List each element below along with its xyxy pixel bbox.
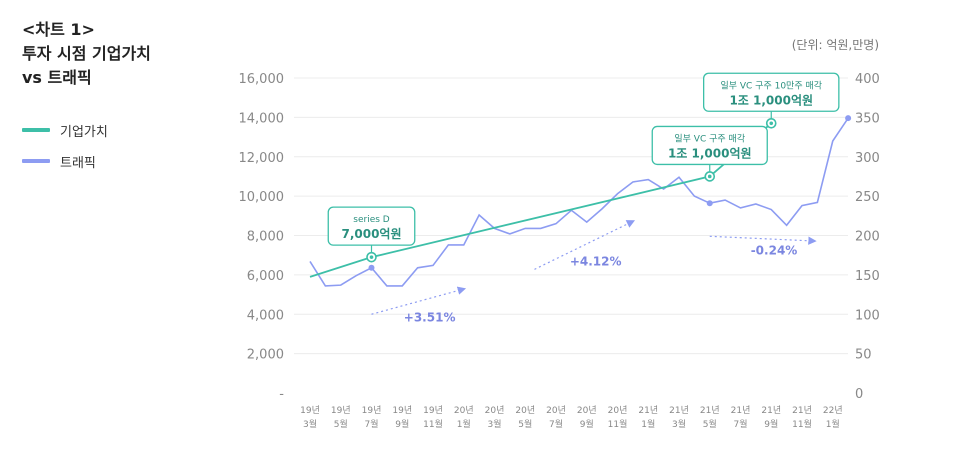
x-tick-label-month: 9월 [580, 418, 594, 430]
x-tick-label-month: 3월 [303, 418, 317, 430]
right-axis-tick-label: 350 [855, 111, 880, 126]
right-axis-tick-label: 200 [855, 230, 880, 245]
legend-swatch-traffic [22, 159, 50, 163]
right-axis-tick-label: 400 [855, 72, 880, 87]
x-tick-label-year: 20년 [515, 405, 535, 416]
callout-label: 일부 VC 구주 매각 [674, 132, 745, 144]
x-tick-label-month: 9월 [764, 418, 778, 430]
left-axis-tick-label: 12,000 [239, 151, 285, 166]
x-tick-label-year: 21년 [731, 405, 751, 416]
x-tick-label-year: 19년 [423, 405, 443, 416]
trend-label: +4.12% [570, 254, 622, 268]
chart-title: <차트 1> 투자 시점 기업가치 vs 트래픽 [22, 18, 212, 90]
x-tick-label-year: 21년 [792, 405, 812, 416]
left-axis-tick-label: 6,000 [247, 269, 284, 284]
callout-box [703, 72, 840, 112]
legend-label-valuation: 기업가치 [60, 124, 108, 140]
left-axis-tick-label: - [279, 387, 284, 402]
x-tick-label-year: 20년 [608, 405, 628, 416]
x-tick-label-year: 20년 [577, 405, 597, 416]
legend-item-valuation: 기업가치 [22, 120, 108, 140]
x-tick-label-month: 7월 [549, 418, 563, 430]
x-tick-label-year: 21년 [700, 405, 720, 416]
right-axis-tick-label: 300 [855, 151, 880, 166]
x-tick-label-month: 7월 [364, 418, 378, 430]
x-tick-label-year: 19년 [300, 405, 320, 416]
x-tick-label-month: 3월 [672, 418, 686, 430]
traffic-series-line [309, 117, 849, 287]
x-tick-label-month: 11월 [423, 418, 443, 430]
left-axis-tick-label: 10,000 [239, 190, 285, 205]
left-axis-tick-label: 2,000 [247, 348, 284, 363]
chart-title-line-3: vs 트래픽 [22, 68, 92, 87]
left-axis-tick-label: 14,000 [239, 111, 285, 126]
legend-item-traffic: 트래픽 [22, 151, 108, 171]
x-tick-label-month: 7월 [733, 418, 747, 430]
callout-box [651, 125, 768, 166]
x-tick-label-month: 9월 [395, 418, 409, 430]
x-tick-label-year: 21년 [761, 405, 781, 416]
x-tick-label-month: 11월 [792, 418, 812, 430]
valuation-point-dot [369, 255, 374, 259]
x-tick-label-year: 20년 [546, 405, 566, 416]
trend-arrow [371, 286, 467, 315]
x-tick-label-month: 1월 [457, 418, 471, 430]
traffic-point [706, 200, 713, 207]
x-tick-label-year: 20년 [485, 405, 505, 416]
right-axis-tick-label: 50 [855, 348, 872, 363]
x-tick-label-month: 1월 [641, 418, 655, 430]
x-tick-label-year: 19년 [392, 405, 412, 416]
callout-label: 일부 VC 구주 10만주 매각 [720, 79, 822, 91]
x-tick-label-month: 1월 [826, 418, 840, 430]
x-tick-label-month: 3월 [487, 418, 501, 430]
right-axis-tick-label: 100 [855, 308, 880, 323]
x-tick-label-year: 21년 [638, 405, 658, 416]
chart-title-line-2: 투자 시점 기업가치 [22, 44, 151, 63]
callout-value: 7,000억원 [341, 227, 401, 241]
callout-value: 1조 1,000억원 [729, 93, 813, 107]
trend-arrow [709, 235, 817, 245]
traffic-point [368, 264, 375, 271]
legend-swatch-valuation [22, 128, 50, 132]
trend-arrow [534, 220, 636, 270]
unit-label: (단위: 억원,만명) [791, 38, 879, 52]
legend: 기업가치 트래픽 [22, 120, 108, 182]
callout-label: series D [353, 215, 390, 225]
right-axis-tick-label: 150 [855, 269, 880, 284]
callout-value: 1조 1,000억원 [668, 146, 752, 160]
callout-box [327, 206, 416, 246]
x-tick-label-month: 5월 [703, 418, 717, 430]
traffic-point [845, 115, 852, 122]
right-axis-tick-label: 250 [855, 190, 880, 205]
legend-label-traffic: 트래픽 [60, 155, 96, 171]
left-axis-tick-label: 4,000 [247, 308, 284, 323]
x-tick-label-year: 20년 [454, 405, 474, 416]
x-tick-label-month: 5월 [334, 418, 348, 430]
chart-title-line-1: <차트 1> [22, 20, 95, 39]
x-tick-label-year: 19년 [362, 405, 382, 416]
right-axis-tick-label: 0 [855, 387, 863, 402]
x-tick-label-year: 19년 [331, 405, 351, 416]
trend-label: +3.51% [404, 311, 456, 325]
trend-label: -0.24% [751, 244, 798, 258]
x-tick-label-month: 11월 [608, 418, 628, 430]
valuation-point-dot [769, 121, 774, 126]
left-axis-tick-label: 16,000 [239, 72, 285, 87]
x-tick-label-month: 5월 [518, 418, 532, 430]
x-tick-label-year: 21년 [669, 405, 689, 416]
valuation-point-dot [707, 174, 712, 179]
x-tick-label-year: 22년 [823, 405, 843, 416]
left-axis-tick-label: 8,000 [247, 230, 284, 245]
